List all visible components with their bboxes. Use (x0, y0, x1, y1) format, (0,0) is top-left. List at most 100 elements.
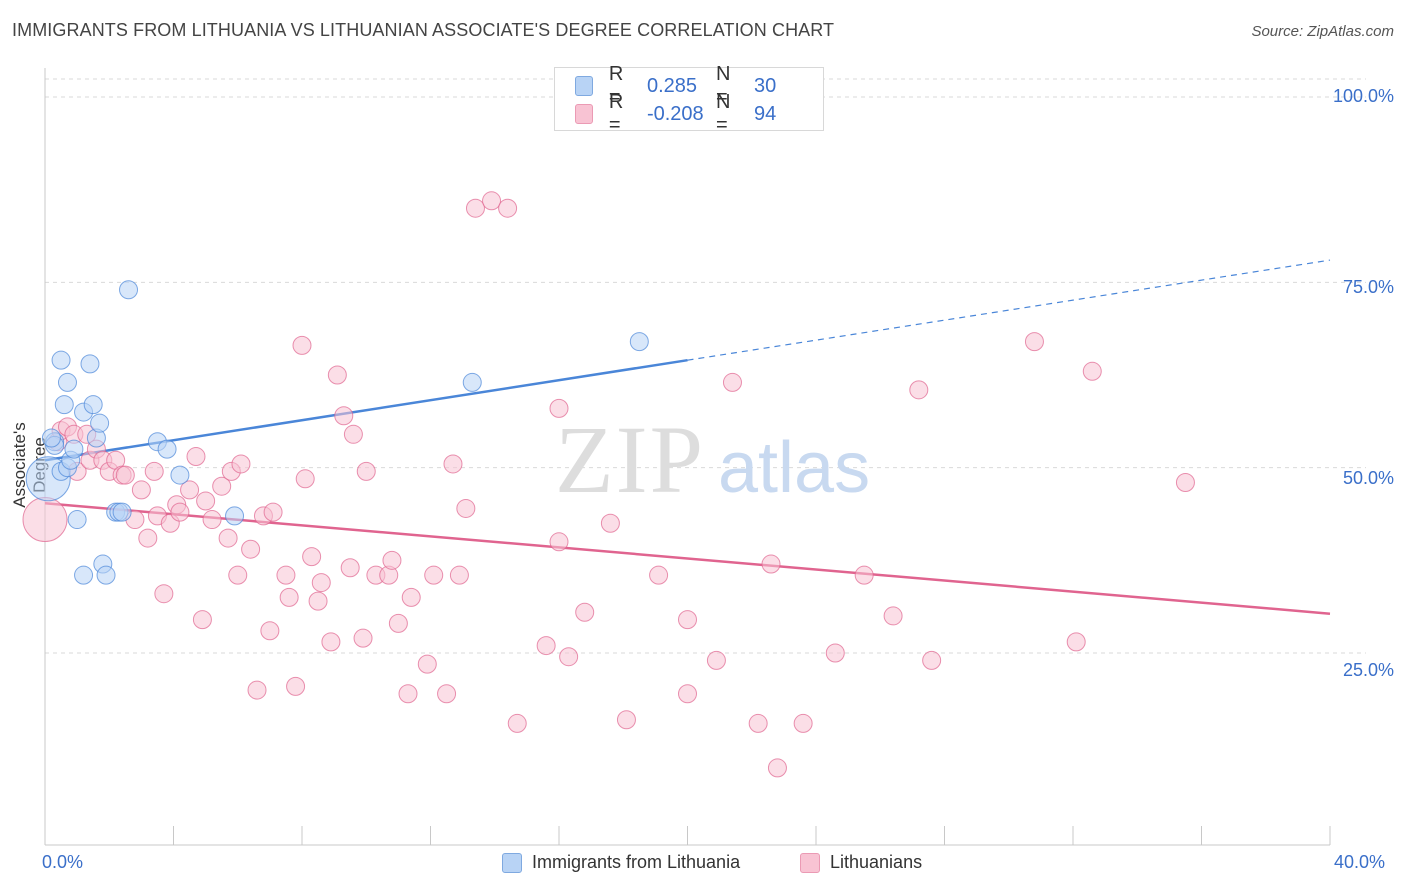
point-immigrants (629, 332, 649, 352)
r-value: -0.208 (646, 102, 704, 125)
point-lithuanians (295, 469, 315, 489)
trend-line-immigrants-projection (687, 259, 1331, 361)
point-lithuanians (437, 684, 457, 704)
data-points (22, 191, 1195, 778)
point-lithuanians (263, 502, 283, 522)
point-lithuanians (575, 602, 595, 622)
point-immigrants (67, 510, 87, 530)
point-lithuanians (334, 406, 354, 426)
point-lithuanians (482, 191, 502, 211)
y-tick-label-75: 75.0% (1342, 277, 1394, 297)
point-lithuanians (536, 636, 556, 656)
x-tick-label-max: 40.0% (1334, 852, 1386, 872)
point-lithuanians (600, 513, 620, 533)
point-lithuanians (616, 710, 636, 730)
chart-title: IMMIGRANTS FROM LITHUANIA VS LITHUANIAN … (12, 20, 835, 40)
point-immigrants (90, 413, 110, 433)
point-lithuanians (138, 528, 158, 548)
n-value: 94 (753, 102, 777, 125)
bottom-legend-immigrants: Immigrants from Lithuania (502, 852, 740, 873)
point-lithuanians (1082, 361, 1102, 381)
point-lithuanians (353, 628, 373, 648)
point-immigrants (112, 502, 132, 522)
point-lithuanians (144, 461, 164, 481)
point-lithuanians (115, 465, 135, 485)
point-immigrants (225, 506, 245, 526)
point-lithuanians (279, 587, 299, 607)
point-lithuanians (398, 684, 418, 704)
point-lithuanians (649, 565, 669, 585)
y-tick-label-50: 50.0% (1342, 468, 1394, 488)
point-lithuanians (311, 573, 331, 593)
point-lithuanians (192, 610, 212, 630)
point-immigrants (74, 565, 94, 585)
point-lithuanians (302, 547, 322, 567)
point-immigrants (157, 439, 177, 459)
point-lithuanians (202, 510, 222, 530)
legend-row-lithuanians: R = -0.208 N = 94 (575, 91, 823, 136)
point-immigrants (96, 565, 116, 585)
point-lithuanians (247, 680, 267, 700)
axes (44, 68, 1331, 846)
point-lithuanians (286, 676, 306, 696)
point-lithuanians (424, 565, 444, 585)
point-lithuanians (498, 198, 518, 218)
point-lithuanians (154, 584, 174, 604)
point-lithuanians (443, 454, 463, 474)
point-lithuanians (748, 713, 768, 733)
point-lithuanians (186, 447, 206, 467)
point-lithuanians (196, 491, 216, 511)
legend-row-immigrants: R = 0.285 N = 30 (575, 63, 823, 108)
watermark-atlas: atlas (718, 428, 870, 508)
r-label: R = (608, 91, 624, 136)
n-value: 30 (753, 74, 777, 97)
point-lithuanians (382, 550, 402, 570)
point-lithuanians (549, 398, 569, 418)
point-lithuanians (212, 476, 232, 496)
point-lithuanians (228, 565, 248, 585)
bottom-legend-swatch-pink (800, 852, 820, 873)
point-lithuanians (260, 621, 280, 641)
point-lithuanians (241, 539, 261, 559)
point-lithuanians (449, 565, 469, 585)
point-lithuanians (292, 335, 312, 355)
n-label: N = (715, 63, 731, 108)
bottom-legend-label: Lithuanians (830, 852, 923, 872)
point-lithuanians (231, 454, 251, 474)
bottom-legend-label: Immigrants from Lithuania (532, 852, 741, 872)
point-lithuanians (401, 587, 421, 607)
point-lithuanians (549, 532, 569, 552)
x-tick-label-min: 0.0% (42, 852, 84, 872)
grid-lines (45, 78, 1366, 654)
point-lithuanians (456, 498, 476, 518)
point-lithuanians (22, 497, 68, 543)
point-lithuanians (706, 650, 726, 670)
point-lithuanians (388, 613, 408, 633)
point-lithuanians (507, 713, 527, 733)
point-lithuanians (356, 461, 376, 481)
point-lithuanians (308, 591, 328, 611)
n-label: N = (715, 91, 731, 136)
point-lithuanians (417, 654, 437, 674)
point-immigrants (57, 372, 77, 392)
r-label: R = (608, 63, 624, 108)
point-lithuanians (825, 643, 845, 663)
point-lithuanians (465, 198, 485, 218)
point-lithuanians (761, 554, 781, 574)
point-lithuanians (767, 758, 787, 778)
point-immigrants (83, 395, 103, 415)
point-lithuanians (170, 502, 190, 522)
legend-swatch-blue (575, 76, 593, 96)
point-lithuanians (909, 380, 929, 400)
r-value: 0.285 (646, 74, 698, 97)
point-immigrants (80, 354, 100, 374)
point-lithuanians (340, 558, 360, 578)
source-label: Source: ZipAtlas.com (1251, 23, 1394, 40)
point-lithuanians (883, 606, 903, 626)
point-immigrants (170, 465, 190, 485)
point-immigrants (51, 350, 71, 370)
point-lithuanians (131, 480, 151, 500)
point-immigrants (119, 280, 139, 300)
watermark-zip: ZIP (555, 406, 705, 513)
y-tick-label-100: 100.0% (1332, 86, 1394, 106)
